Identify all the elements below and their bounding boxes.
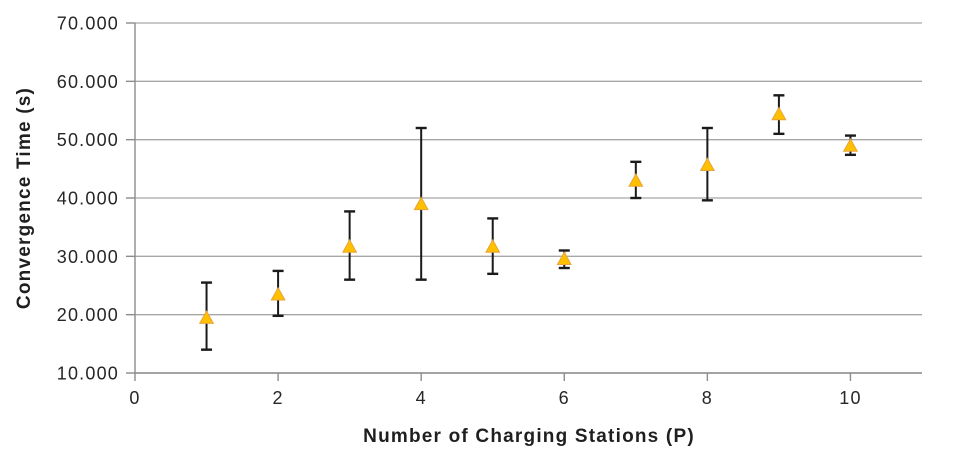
data-point-marker [413, 196, 429, 211]
data-point-marker [198, 310, 215, 324]
x-tick-label: 2 [272, 388, 283, 408]
x-tick-label: 10 [839, 388, 861, 408]
y-tick-label: 10.000 [57, 364, 119, 384]
data-point-marker [628, 172, 644, 187]
data-point-marker [270, 286, 286, 301]
y-axis-title: Convergence Time (s) [14, 86, 35, 310]
x-axis-title: Number of Charging Stations (P) [363, 426, 695, 447]
y-tick-label: 30.000 [57, 247, 119, 267]
x-tick-label: 8 [702, 388, 713, 408]
data-point-marker [556, 251, 572, 265]
x-tick-label: 4 [416, 388, 427, 408]
y-tick-label: 50.000 [57, 130, 119, 150]
data-point-marker [771, 106, 787, 121]
data-point-marker [341, 238, 358, 253]
y-tick-label: 20.000 [57, 305, 119, 325]
y-tick-label: 60.000 [57, 72, 119, 92]
x-tick-label: 6 [559, 388, 570, 408]
y-tick-label: 40.000 [57, 189, 119, 209]
data-point-marker [485, 238, 501, 253]
data-point-marker [842, 137, 859, 152]
data-point-marker [699, 157, 716, 172]
y-tick-label: 70.000 [57, 14, 119, 34]
x-tick-label: 0 [129, 388, 140, 408]
